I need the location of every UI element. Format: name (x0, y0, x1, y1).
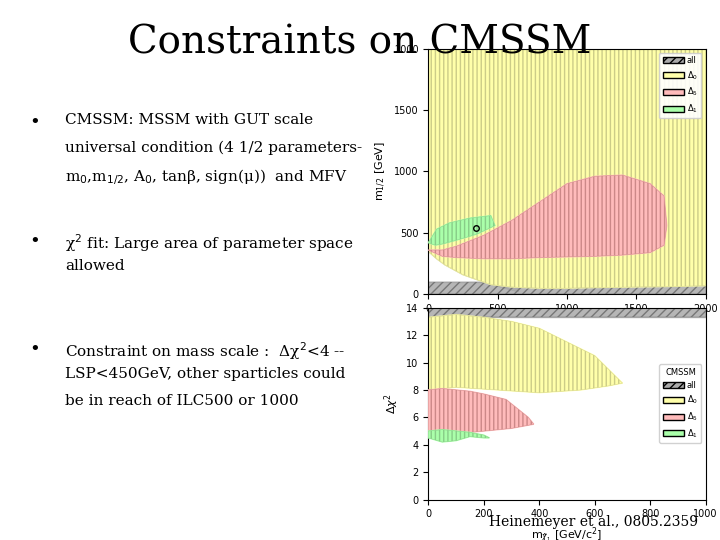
Polygon shape (428, 282, 706, 294)
Legend: all, $\Delta_0$, $\Delta_5$, $\Delta_1$: all, $\Delta_0$, $\Delta_5$, $\Delta_1$ (660, 53, 701, 118)
Polygon shape (428, 308, 706, 318)
Text: •: • (29, 232, 40, 250)
Text: Constraint on mass scale :  Δχ$^2$<4 --: Constraint on mass scale : Δχ$^2$<4 -- (65, 340, 345, 362)
Text: •: • (29, 340, 40, 358)
Polygon shape (428, 175, 667, 259)
Legend: all, $\Delta_0$, $\Delta_5$, $\Delta_1$: all, $\Delta_0$, $\Delta_5$, $\Delta_1$ (660, 364, 701, 443)
Text: •: • (29, 113, 40, 131)
X-axis label: m$_{\tilde{\chi}_1}$ [GeV/c$^2$]: m$_{\tilde{\chi}_1}$ [GeV/c$^2$] (531, 525, 603, 540)
Y-axis label: $\Delta\chi^2$: $\Delta\chi^2$ (382, 393, 401, 414)
Text: allowed: allowed (65, 259, 125, 273)
Y-axis label: m$_{1/2}$ [GeV]: m$_{1/2}$ [GeV] (374, 141, 389, 201)
X-axis label: m$_0$ [GeV]: m$_0$ [GeV] (541, 320, 593, 333)
Polygon shape (428, 315, 623, 393)
Text: m$_0$,m$_{1/2}$, A$_0$, tanβ, sign(μ))  and MFV: m$_0$,m$_{1/2}$, A$_0$, tanβ, sign(μ)) a… (65, 167, 348, 187)
Text: CMSSM: MSSM with GUT scale: CMSSM: MSSM with GUT scale (65, 113, 313, 127)
Polygon shape (428, 389, 534, 434)
Text: universal condition (4 1/2 parameters-: universal condition (4 1/2 parameters- (65, 140, 362, 155)
Text: Heinemeyer et al., 0805.2359: Heinemeyer et al., 0805.2359 (490, 515, 698, 529)
Polygon shape (428, 49, 518, 292)
Polygon shape (428, 215, 495, 245)
Text: χ$^2$ fit: Large area of parameter space: χ$^2$ fit: Large area of parameter space (65, 232, 354, 254)
Text: be in reach of ILC500 or 1000: be in reach of ILC500 or 1000 (65, 394, 298, 408)
Polygon shape (428, 49, 706, 288)
Polygon shape (428, 430, 490, 442)
Text: LSP<450GeV, other sparticles could: LSP<450GeV, other sparticles could (65, 367, 345, 381)
Text: Constraints on CMSSM: Constraints on CMSSM (128, 24, 592, 62)
